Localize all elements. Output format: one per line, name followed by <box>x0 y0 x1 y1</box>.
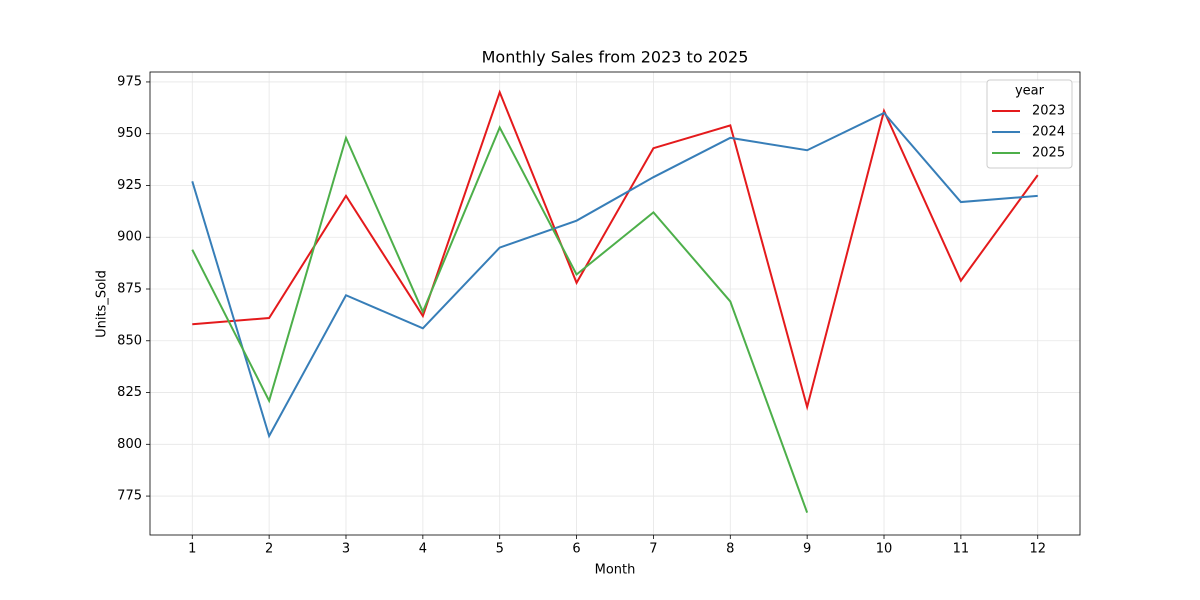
x-tick-label: 8 <box>726 542 734 557</box>
x-tick-label: 12 <box>1029 542 1046 557</box>
legend-label: 2023 <box>1032 104 1065 119</box>
y-tick-label: 975 <box>117 74 142 89</box>
legend-box <box>986 79 1073 169</box>
y-tick-label: 925 <box>117 178 142 193</box>
x-tick-label: 2 <box>265 542 273 557</box>
x-axis-label: Month <box>595 563 636 578</box>
legend-label: 2024 <box>1032 125 1065 140</box>
line <box>192 89 1039 411</box>
x-tick-label: 11 <box>953 542 970 557</box>
x-tick-label: 9 <box>803 542 811 557</box>
x-tick-label: 5 <box>496 542 504 557</box>
y-tick-label: 850 <box>117 333 142 348</box>
x-tick-label: 3 <box>342 542 350 557</box>
x-tick-label: 10 <box>876 542 893 557</box>
y-tick-label: 950 <box>117 126 142 141</box>
line <box>191 125 809 513</box>
y-tick-label: 800 <box>117 437 142 452</box>
y-tick-label: 900 <box>117 230 142 245</box>
y-tick-label: 875 <box>117 282 142 297</box>
y-tick-label: 825 <box>117 385 142 400</box>
x-tick-label: 4 <box>419 542 427 557</box>
chart-title: Monthly Sales from 2023 to 2025 <box>482 48 749 67</box>
x-tick-label: 6 <box>572 542 580 557</box>
y-tick-label: 775 <box>117 489 142 504</box>
x-tick-label: 1 <box>188 542 196 557</box>
plot-frame <box>149 71 1081 536</box>
x-tick-label: 7 <box>649 542 657 557</box>
line <box>191 111 1038 439</box>
legend-title: year <box>1015 84 1045 99</box>
legend-label: 2025 <box>1032 146 1065 161</box>
y-axis-label: Units_Sold <box>95 270 110 338</box>
